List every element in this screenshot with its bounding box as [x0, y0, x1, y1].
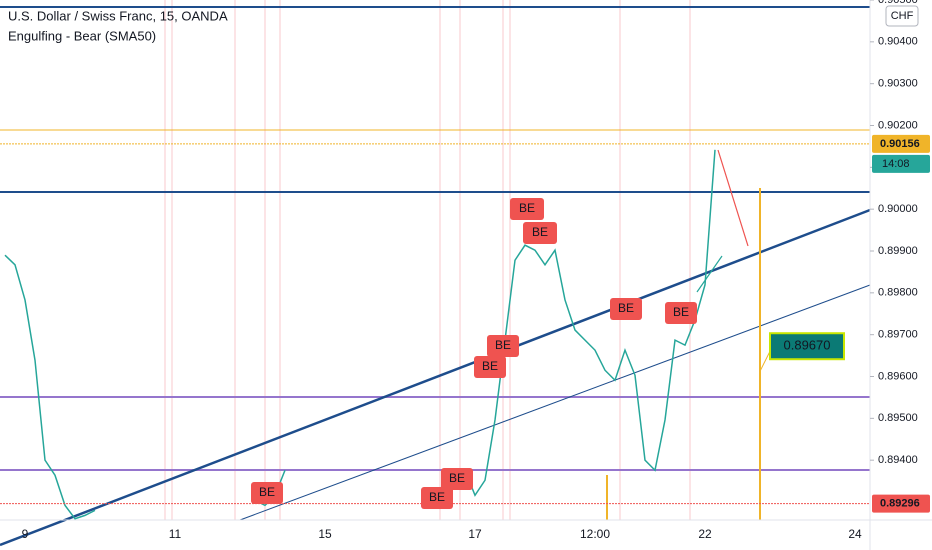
x-tick-label: 24 — [848, 527, 862, 541]
markers: BE BE BE BE BE BE BE BE BE — [251, 198, 697, 509]
price-tag-label: 0.89296 — [880, 498, 920, 510]
y-tick-label: 0.90300 — [878, 78, 918, 90]
y-tick-label: 0.90200 — [878, 119, 918, 131]
price-line — [4, 254, 96, 520]
marker: BE — [487, 335, 519, 357]
y-tick-label: 0.89500 — [878, 412, 918, 424]
x-tick-label: 17 — [468, 527, 482, 541]
marker-label: BE — [519, 201, 535, 215]
y-tick-label: 0.89600 — [878, 370, 918, 382]
x-tick-label: 15 — [318, 527, 332, 541]
countdown-tag — [872, 154, 930, 173]
arrow — [717, 149, 749, 247]
countdown: 14:08 — [882, 158, 910, 170]
callout-box — [769, 332, 845, 361]
y-tick-label: 0.90500 — [878, 0, 918, 6]
marker: BE — [665, 302, 697, 324]
marker-label: BE — [259, 485, 275, 499]
price-tag — [872, 494, 930, 513]
y-tick-label: 0.89900 — [878, 245, 918, 257]
marker-label: BE — [482, 359, 498, 373]
price-tag — [872, 134, 930, 153]
marker-label: BE — [449, 471, 465, 485]
marker-label: BE — [673, 305, 689, 319]
x-tick-label: 12:00 — [580, 527, 610, 541]
marker-label: BE — [532, 225, 548, 239]
marker-label: BE — [429, 490, 445, 504]
arrow — [696, 255, 723, 293]
y-tick-label: 0.89400 — [878, 454, 918, 466]
x-tick-label: 11 — [169, 527, 182, 541]
x-tick-label: 22 — [698, 527, 712, 541]
marker-label: BE — [618, 301, 634, 315]
marker: BE — [510, 198, 544, 220]
y-tick-label: 0.89700 — [878, 329, 918, 341]
trend-line — [239, 284, 871, 521]
marker: BE — [610, 298, 642, 320]
marker: BE — [421, 487, 453, 509]
chart-title: U.S. Dollar / Swiss Franc, 15, OANDA — [8, 8, 228, 23]
x-tick-label: 9 — [22, 527, 29, 541]
marker-label: BE — [495, 338, 511, 352]
y-tick-label: 0.89800 — [878, 287, 918, 299]
marker: BE — [441, 468, 473, 490]
marker: BE — [474, 356, 506, 378]
currency: CHF — [891, 10, 914, 22]
price-line — [434, 149, 716, 501]
marker: BE — [251, 482, 283, 504]
y-tick-label: 0.90000 — [878, 203, 918, 215]
session-lines — [164, 0, 691, 520]
y-tick-label: 0.90400 — [878, 36, 918, 48]
currency-box — [885, 5, 919, 27]
callout-label: 0.89670 — [784, 338, 831, 353]
marker: BE — [523, 222, 557, 244]
trend-line — [0, 208, 871, 547]
price-tag-label: 0.90156 — [880, 138, 920, 150]
chart-subtitle: Engulfing - Bear (SMA50) — [8, 28, 156, 43]
